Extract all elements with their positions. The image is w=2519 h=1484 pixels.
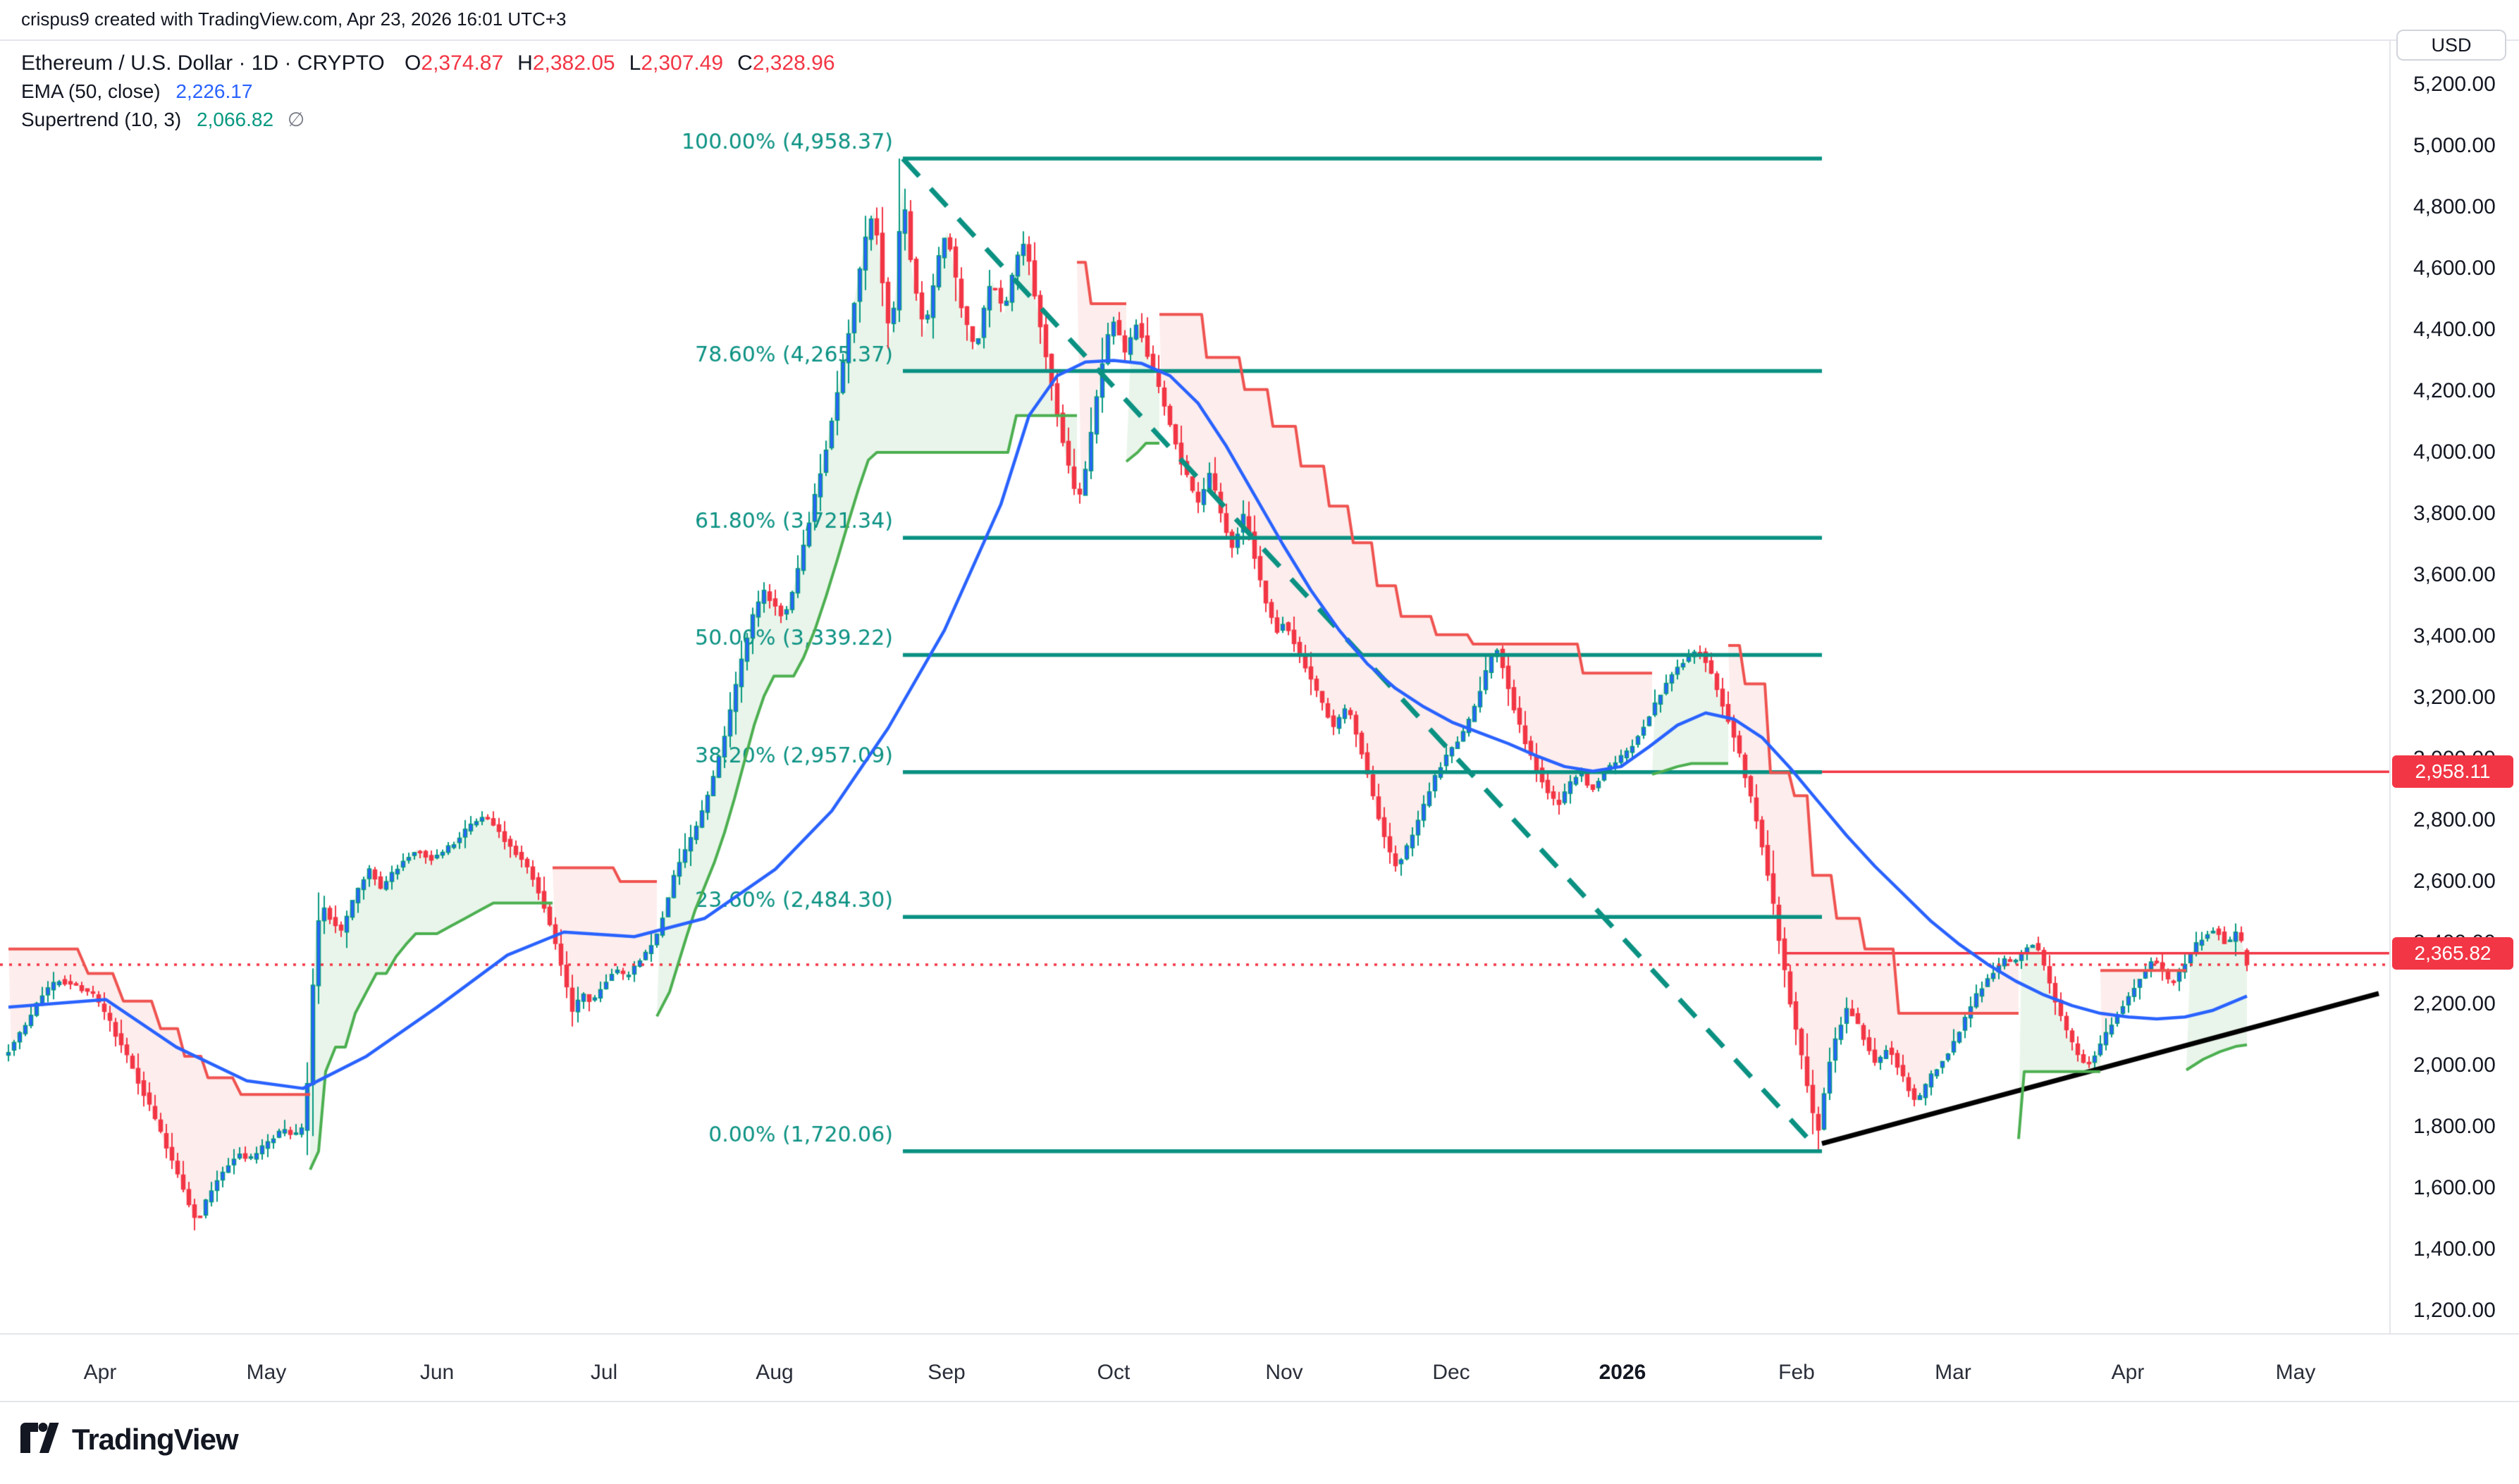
legend-supertrend-row[interactable]: Supertrend (10, 3) 2,066.82 ∅ xyxy=(21,106,835,134)
price-tick-label: 1,200.00 xyxy=(2413,1299,2496,1322)
attribution-text: crispus9 created with TradingView.com, A… xyxy=(21,8,567,30)
time-axis-label: May xyxy=(2275,1361,2316,1384)
ohlc-key: H xyxy=(517,51,533,75)
price-tick-label: 2,200.00 xyxy=(2413,992,2496,1015)
price-tick-label: 4,000.00 xyxy=(2413,440,2496,464)
price-tick-label: 1,800.00 xyxy=(2413,1115,2496,1138)
time-axis-label: Jul xyxy=(590,1361,618,1384)
price-tick-label: 3,600.00 xyxy=(2413,563,2496,586)
legend: Ethereum / U.S. Dollar · 1D · CRYPTO O2,… xyxy=(21,49,835,134)
tradingview-logo-icon xyxy=(20,1423,59,1453)
time-axis-label: 2026 xyxy=(1599,1361,1646,1384)
price-tick-label: 4,400.00 xyxy=(2413,318,2496,341)
time-axis-label: May xyxy=(246,1361,287,1384)
tradingview-logo[interactable]: TradingView xyxy=(20,1422,239,1457)
legend-symbol-row[interactable]: Ethereum / U.S. Dollar · 1D · CRYPTO O2,… xyxy=(21,49,835,78)
price-tick-label: 4,200.00 xyxy=(2413,379,2496,402)
supertrend-empty-icon: ∅ xyxy=(287,109,305,130)
time-axis-label: Apr xyxy=(83,1361,117,1384)
time-axis-label: Jun xyxy=(419,1361,455,1384)
price-tick-label: 4,800.00 xyxy=(2413,195,2496,218)
time-axis-label: Feb xyxy=(1778,1361,1815,1384)
price-axis-border xyxy=(2389,40,2391,1333)
price-tick-label: 3,200.00 xyxy=(2413,686,2496,709)
time-axis-label: Mar xyxy=(1935,1361,1971,1384)
footer-border xyxy=(0,1401,2519,1402)
ema-value: 2,226.17 xyxy=(175,80,253,102)
ohlc-value: 2,328.96 xyxy=(752,51,835,75)
price-level-badge: 2,365.82 xyxy=(2392,936,2513,970)
ohlc-values: O2,374.87 H2,382.05 L2,307.49 C2,328.96 xyxy=(390,51,835,75)
price-tick-label: 3,800.00 xyxy=(2413,502,2496,525)
price-tick-label: 5,000.00 xyxy=(2413,134,2496,157)
ema-label: EMA (50, close) xyxy=(21,80,161,102)
ohlc-value: 2,382.05 xyxy=(532,51,615,75)
ohlc-key: L xyxy=(629,51,641,75)
supertrend-value: 2,066.82 xyxy=(197,109,274,130)
price-tick-label: 1,400.00 xyxy=(2413,1237,2496,1261)
ohlc-key: C xyxy=(737,51,753,75)
symbol-title: Ethereum / U.S. Dollar · 1D · CRYPTO xyxy=(21,51,385,75)
price-tick-label: 5,200.00 xyxy=(2413,73,2496,96)
chart-top-border xyxy=(0,39,2519,41)
legend-ema-row[interactable]: EMA (50, close) 2,226.17 xyxy=(21,78,835,106)
price-tick-label: 2,800.00 xyxy=(2413,808,2496,831)
time-axis-border xyxy=(0,1333,2519,1335)
price-tick-label: 1,600.00 xyxy=(2413,1176,2496,1199)
time-axis-label: Apr xyxy=(2111,1361,2145,1384)
price-tick-label: 3,400.00 xyxy=(2413,624,2496,648)
ohlc-value: 2,307.49 xyxy=(641,51,724,75)
time-axis-label: Oct xyxy=(1097,1361,1131,1384)
price-level-badge: 2,958.11 xyxy=(2392,755,2513,789)
currency-selector[interactable]: USD xyxy=(2396,30,2506,61)
ohlc-value: 2,374.87 xyxy=(421,51,504,75)
time-axis-label: Nov xyxy=(1265,1361,1303,1384)
price-tick-label: 2,000.00 xyxy=(2413,1053,2496,1077)
tradingview-logo-text: TradingView xyxy=(72,1423,239,1456)
time-axis-label: Aug xyxy=(756,1361,794,1384)
price-tick-label: 2,600.00 xyxy=(2413,870,2496,893)
price-tick-label: 4,600.00 xyxy=(2413,256,2496,280)
time-axis-label: Sep xyxy=(928,1361,966,1384)
ohlc-key: O xyxy=(405,51,421,75)
time-axis-label: Dec xyxy=(1432,1361,1470,1384)
supertrend-label: Supertrend (10, 3) xyxy=(21,109,182,130)
